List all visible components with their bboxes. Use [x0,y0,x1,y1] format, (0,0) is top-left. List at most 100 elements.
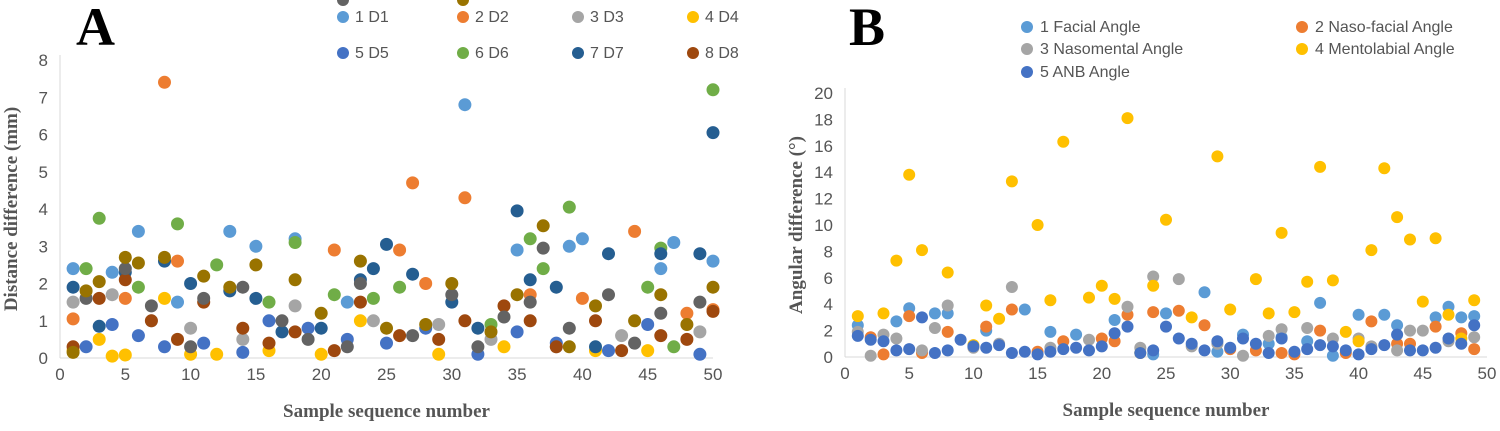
data-point-series-3 [366,314,380,328]
legend-label: 9 D9 [355,0,389,4]
data-point-series-10 [589,299,602,313]
data-point-series-10 [66,345,80,359]
data-point-series-6 [288,236,302,249]
data-point-series-5 [1224,341,1237,354]
data-point-series-3 [1147,270,1160,283]
legend-label: 3 D3 [590,9,624,26]
data-point-series-9 [497,310,511,324]
data-point-series-8 [589,314,602,328]
data-point-series-9 [353,277,367,290]
data-point-series-10 [445,277,459,290]
data-point-series-10 [706,280,720,294]
data-point-series-2 [1275,347,1288,359]
data-point-series-5 [1288,345,1301,358]
data-point-series-7 [249,291,263,305]
x-tick-label: 45 [638,365,657,384]
data-point-series-5 [158,340,171,354]
legend-label: 4 D4 [705,9,739,26]
data-point-series-5 [1160,320,1172,333]
data-point-series-4 [890,254,903,267]
data-point-series-1 [458,98,472,112]
data-point-series-4 [1429,232,1442,245]
data-point-series-10 [197,269,211,283]
data-point-series-1 [223,224,237,238]
data-point-series-7 [314,321,328,335]
data-point-series-7 [706,126,720,140]
x-tick-label: 10 [181,365,200,384]
y-axis-title: Angular difference (°) [786,136,807,314]
data-point-series-2 [1172,304,1185,317]
data-point-series-8 [236,321,250,335]
y-tick-label: 6 [824,269,833,288]
data-point-series-9 [523,295,537,309]
data-point-series-10 [654,288,668,302]
data-point-series-4 [1352,335,1365,348]
legend-marker [572,47,584,59]
data-point-series-10 [536,219,550,233]
data-point-series-6 [366,291,380,305]
y-tick-label: 4 [824,295,833,314]
data-point-series-3 [864,349,877,362]
y-tick-label: 2 [824,322,833,341]
data-point-series-4 [210,347,224,361]
data-point-series-8 [706,304,720,318]
data-point-series-1 [66,262,80,276]
legend-label: 8 D8 [705,45,739,62]
data-point-series-5 [1057,343,1070,356]
data-point-series-5 [693,347,707,361]
data-point-series-2 [419,277,433,290]
data-point-series-4 [1057,135,1070,148]
data-point-series-9 [628,336,642,350]
data-point-series-9 [471,340,485,354]
data-point-series-1 [510,243,524,257]
data-point-series-4 [314,347,328,361]
data-point-series-3 [288,299,302,313]
data-point-series-5 [1339,344,1352,357]
data-point-series-7 [275,325,289,339]
data-point-series-4 [1031,219,1044,231]
data-point-series-3 [1404,324,1416,337]
x-tick-label: 20 [312,365,331,384]
x-tick-label: 30 [1221,364,1240,383]
data-point-series-1 [340,295,354,309]
data-point-series-4 [1339,325,1352,338]
data-point-series-1 [1352,308,1365,321]
data-point-series-3 [184,321,198,335]
data-point-series-4 [1211,150,1224,163]
x-tick-label: 40 [573,365,592,384]
data-point-series-5 [954,333,967,346]
data-point-series-6 [79,262,93,276]
data-point-series-5 [1044,345,1057,358]
data-point-series-6 [706,83,720,97]
x-tick-label: 5 [904,364,913,383]
data-point-series-7 [589,340,602,354]
y-tick-label: 0 [39,349,48,368]
data-point-series-9 [144,299,158,313]
data-point-series-5 [262,314,276,328]
data-point-series-10 [223,280,237,294]
data-point-series-1 [171,295,184,309]
legend-marker [572,11,584,23]
data-point-series-5 [1404,344,1416,357]
data-point-series-5 [1468,319,1481,332]
data-point-series-3 [928,322,941,334]
data-point-series-10 [314,306,328,320]
data-point-series-4 [1314,160,1327,173]
data-point-series-5 [1249,337,1262,350]
data-point-series-5 [602,344,615,358]
data-point-series-2 [877,348,890,361]
x-tick-label: 15 [246,365,265,384]
data-point-series-5 [1391,328,1404,341]
legend-marker [1296,43,1308,55]
data-point-series-1 [1314,296,1327,309]
data-point-series-4 [851,310,864,323]
data-point-series-5 [79,340,93,354]
data-point-series-4 [1416,295,1429,308]
data-point-series-5 [903,343,916,356]
data-point-series-10 [380,321,393,335]
data-point-series-1 [1108,314,1121,326]
data-point-series-4 [158,291,171,305]
y-tick-label: 6 [39,126,48,145]
data-point-series-8 [144,314,158,328]
data-point-series-3 [1005,281,1018,293]
